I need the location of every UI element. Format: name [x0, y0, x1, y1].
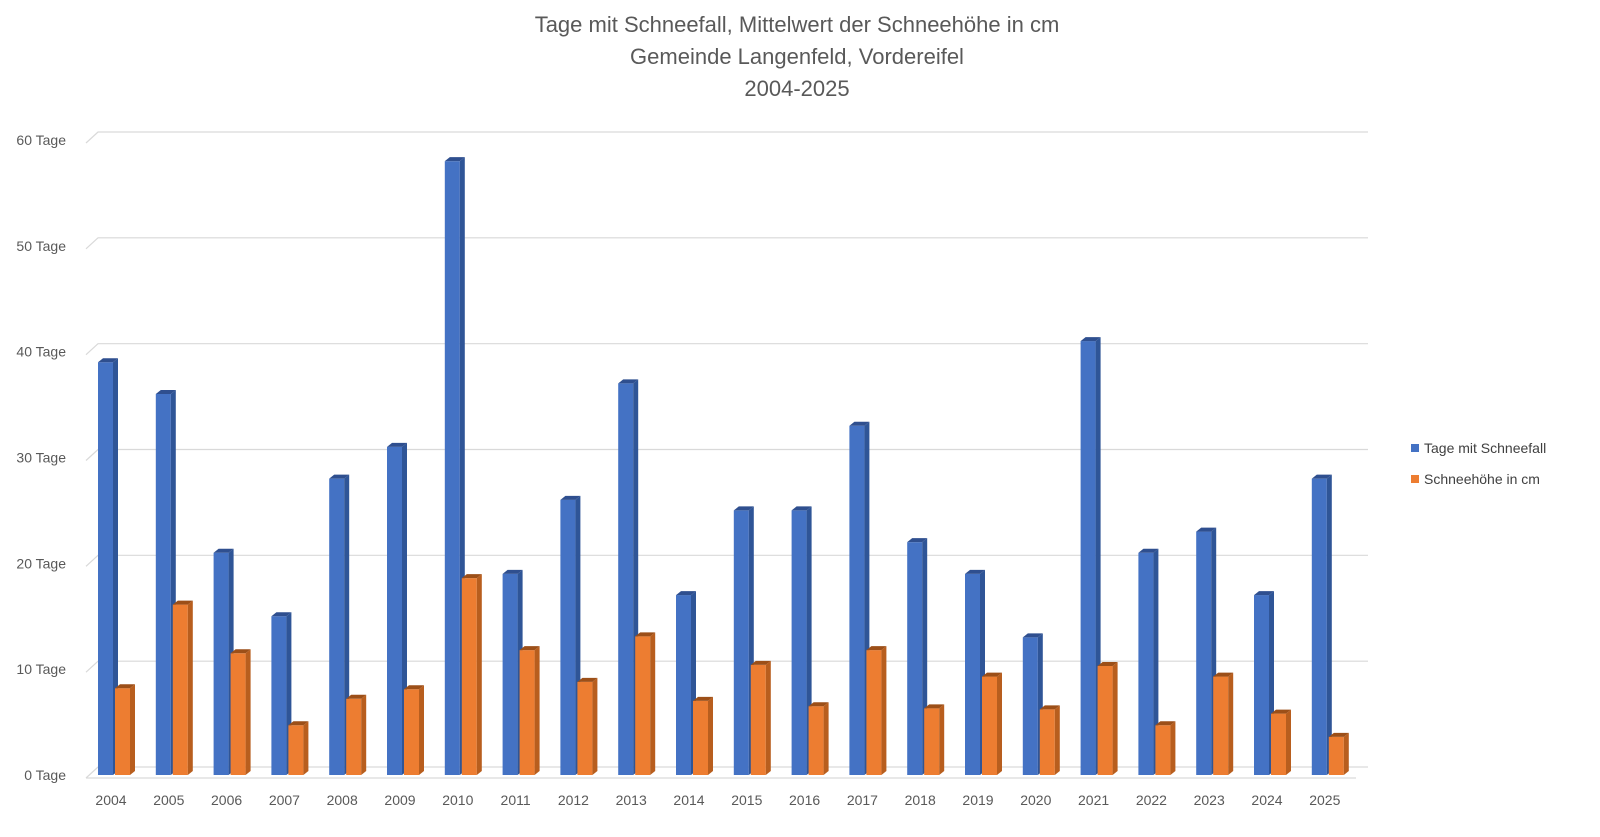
x-tick-label: 2010	[442, 792, 473, 808]
x-tick-label: 2004	[95, 792, 126, 808]
bar	[924, 704, 945, 775]
bar	[1311, 474, 1332, 775]
legend-label: Tage mit Schneefall	[1424, 440, 1546, 456]
y-tick-label: 60 Tage	[16, 132, 66, 148]
bar	[1097, 661, 1118, 775]
bar	[733, 506, 754, 775]
x-tick-label: 2014	[673, 792, 704, 808]
bar	[346, 694, 367, 775]
legend-swatch	[1411, 475, 1419, 483]
x-tick-label: 2017	[847, 792, 878, 808]
bar	[115, 684, 135, 775]
bars	[98, 157, 1349, 775]
x-tick-label: 2011	[501, 792, 531, 808]
x-tick-label: 2013	[616, 792, 647, 808]
bar	[519, 646, 540, 775]
bar	[98, 358, 118, 775]
legend-label: Schneehöhe in cm	[1424, 471, 1540, 487]
chart-title-line-3: 2004-2025	[744, 76, 849, 101]
x-tick-label: 2009	[384, 792, 415, 808]
gridline	[85, 343, 1368, 356]
y-tick-label: 50 Tage	[16, 238, 66, 254]
bar	[461, 574, 482, 775]
x-tick-label: 2006	[211, 792, 242, 808]
gridline	[85, 448, 1368, 461]
bar	[808, 702, 829, 775]
legend: Tage mit Schneefall Schneehöhe in cm	[1411, 440, 1546, 487]
bar	[1328, 732, 1349, 775]
x-tick-label: 2012	[558, 792, 589, 808]
x-tick-label: 2024	[1251, 792, 1282, 808]
bar	[1039, 705, 1060, 775]
x-tick-label: 2005	[153, 792, 184, 808]
legend-swatch	[1411, 444, 1419, 452]
bar	[866, 646, 887, 775]
gridline	[85, 237, 1368, 250]
x-tick-label: 2025	[1309, 792, 1340, 808]
bar	[1080, 337, 1101, 775]
x-axis-ticks: 2004 2005 2006 2007 2008 2009 2010 2011 2012 2013…	[95, 792, 1340, 808]
chart-title-line-1: Tage mit Schneefall, Mittelwert der Schn…	[535, 12, 1060, 37]
bar	[404, 685, 424, 775]
x-tick-label: 2021	[1078, 792, 1109, 808]
x-tick-label: 2016	[789, 792, 820, 808]
bar	[172, 600, 193, 775]
bar	[1022, 633, 1043, 775]
bar	[1213, 672, 1234, 775]
x-tick-label: 2019	[962, 792, 993, 808]
bar	[982, 672, 1002, 775]
y-tick-label: 10 Tage	[16, 661, 66, 677]
x-tick-label: 2022	[1136, 792, 1167, 808]
gridline	[85, 131, 1368, 144]
chart-title: Tage mit Schneefall, Mittelwert der Schn…	[535, 12, 1060, 101]
y-tick-label: 30 Tage	[16, 450, 66, 466]
x-tick-label: 2007	[269, 792, 300, 808]
y-tick-label: 20 Tage	[16, 555, 66, 571]
bar	[288, 721, 309, 775]
chart-title-line-2: Gemeinde Langenfeld, Vordereifel	[630, 44, 964, 69]
bar	[635, 632, 656, 775]
bar	[1155, 721, 1176, 775]
bar	[1271, 709, 1291, 775]
x-tick-label: 2020	[1020, 792, 1051, 808]
x-tick-label: 2008	[327, 792, 358, 808]
y-tick-label: 40 Tage	[16, 344, 66, 360]
x-tick-label: 2018	[905, 792, 936, 808]
bar	[750, 660, 771, 775]
gridline	[85, 554, 1368, 567]
y-axis-ticks: 0 Tage 10 Tage 20 Tage 30 Tage 40 Tage 50 Tag…	[16, 132, 66, 783]
legend-item: Tage mit Schneefall	[1411, 440, 1546, 456]
bar	[1138, 548, 1159, 775]
bar	[577, 677, 598, 775]
legend-item: Schneehöhe in cm	[1411, 471, 1540, 487]
bar	[693, 696, 713, 775]
x-tick-label: 2015	[731, 792, 762, 808]
bar	[965, 569, 985, 775]
bar	[230, 649, 251, 775]
x-tick-label: 2023	[1194, 792, 1225, 808]
y-tick-label: 0 Tage	[24, 767, 66, 783]
